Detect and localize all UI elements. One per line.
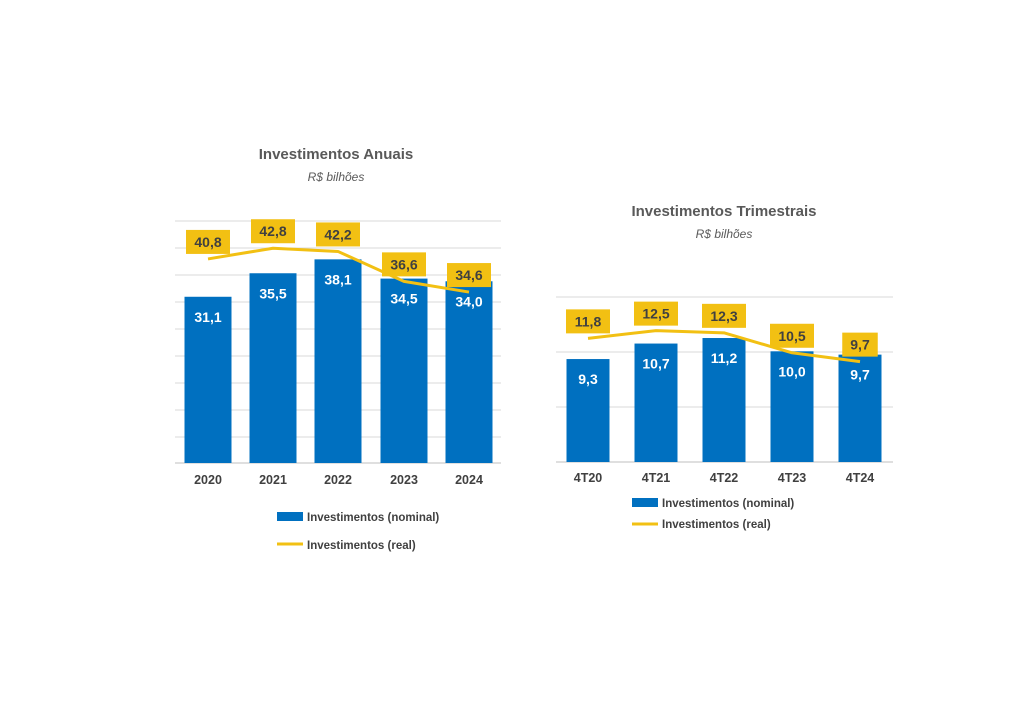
plot-area: 31,1 35,5 38,1 34,5 34,0 40,8 42,8 42,2 36,6 34,6… — [175, 219, 501, 487]
line-value-label: 34,6 — [455, 267, 482, 283]
bar-value-label: 38,1 — [324, 271, 351, 287]
line-value-label: 42,2 — [324, 226, 351, 242]
bar-value-label: 31,1 — [194, 309, 221, 325]
legend-label-nominal: Investimentos (nominal) — [662, 498, 794, 510]
chart-title: Investimentos Anuais — [259, 146, 413, 163]
bar — [634, 343, 678, 462]
bar — [249, 273, 297, 463]
line-value-label: 40,8 — [194, 234, 221, 250]
line-value-label: 12,5 — [642, 306, 669, 322]
bar-value-label: 11,2 — [711, 350, 738, 366]
line-value-label: 42,8 — [259, 223, 286, 239]
x-tick-label: 4T22 — [710, 471, 739, 485]
legend-swatch-nominal — [277, 512, 303, 521]
x-tick-label: 4T20 — [574, 471, 603, 485]
bar — [566, 359, 610, 462]
x-tick-label: 2024 — [455, 473, 483, 487]
bar — [380, 278, 428, 463]
line-label-box — [702, 303, 746, 328]
bar-value-label: 34,0 — [455, 293, 482, 309]
line-label-box — [634, 301, 678, 326]
line-value-label: 9,7 — [850, 337, 870, 353]
line-label-box — [566, 309, 610, 334]
line-value-label: 36,6 — [390, 256, 417, 272]
x-tick-label: 2020 — [194, 473, 222, 487]
bar — [702, 338, 746, 462]
x-tick-label: 4T24 — [846, 471, 875, 485]
chart-subtitle: R$ bilhões — [696, 227, 753, 241]
bar-value-label: 35,5 — [259, 285, 286, 301]
legend-swatch-nominal — [632, 498, 658, 507]
x-tick-label: 4T21 — [642, 471, 671, 485]
line-value-label: 12,3 — [710, 308, 737, 324]
series-line-real — [207, 246, 470, 294]
bar — [838, 354, 882, 462]
line-label-box — [316, 222, 360, 247]
x-tick-label: 2023 — [390, 473, 418, 487]
line-label-box — [447, 263, 491, 288]
bar-value-label: 9,3 — [578, 371, 598, 387]
legend: Investimentos (nominal) Investimentos (r… — [632, 498, 794, 531]
bar-value-label: 9,7 — [850, 367, 870, 383]
bar-value-label: 10,0 — [778, 363, 805, 379]
legend-label-real: Investimentos (real) — [662, 519, 771, 531]
annual-investments-chart: Investimentos Anuais R$ bilhões 31,1 35,5… — [175, 146, 501, 552]
x-tick-label: 4T23 — [778, 471, 807, 485]
bar — [184, 296, 232, 463]
x-tick-label: 2022 — [324, 473, 352, 487]
line-label-box — [382, 252, 426, 277]
chart-title: Investimentos Trimestrais — [631, 203, 816, 220]
plot-area: 9,3 10,7 11,2 10,0 9,7 11,8 12,5 12,3 10,5 9,7 4T2… — [556, 296, 893, 485]
bar-value-label: 34,5 — [390, 291, 417, 307]
chart-subtitle: R$ bilhões — [308, 170, 365, 184]
line-label-box — [842, 332, 878, 357]
x-tick-label: 2021 — [259, 473, 287, 487]
legend: Investimentos (nominal) Investimentos (r… — [277, 512, 439, 552]
bar — [314, 259, 362, 463]
quarterly-investments-chart: Investimentos Trimestrais R$ bilhões 9,3… — [556, 203, 893, 531]
line-label-box — [186, 229, 230, 254]
series-line-real — [587, 329, 861, 364]
bar-value-label: 10,7 — [642, 356, 669, 372]
legend-label-real: Investimentos (real) — [307, 540, 416, 552]
bar — [770, 351, 814, 462]
bar — [445, 281, 493, 463]
line-label-box — [770, 323, 814, 348]
legend-label-nominal: Investimentos (nominal) — [307, 512, 439, 524]
line-value-label: 11,8 — [575, 313, 602, 329]
line-value-label: 10,5 — [778, 328, 805, 344]
line-label-box — [251, 219, 295, 244]
